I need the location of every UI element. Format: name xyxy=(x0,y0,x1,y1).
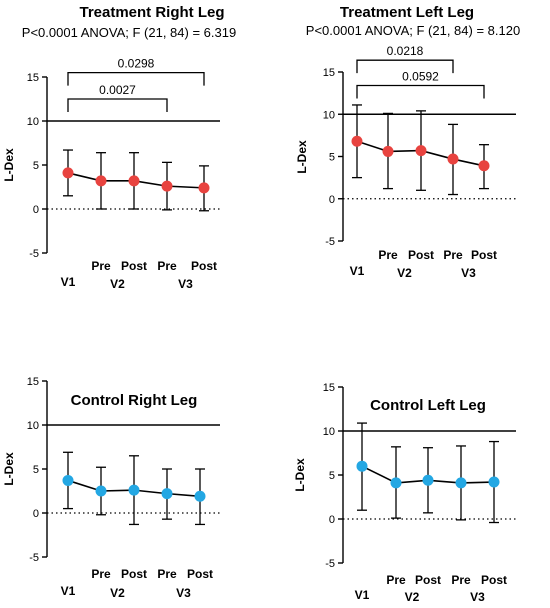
x-tick-label: Post xyxy=(408,248,434,262)
y-tick-label: -5 xyxy=(29,552,39,564)
y-tick-label: 15 xyxy=(27,72,39,84)
title: Treatment Right Leg xyxy=(79,4,224,21)
title: Control Right Leg xyxy=(71,392,198,409)
x-tick-label: Pre xyxy=(451,573,471,587)
x-tick-label: Post xyxy=(121,567,147,581)
significance-bracket xyxy=(356,84,485,99)
x-tick-label: Pre xyxy=(386,573,406,587)
p-value-label: 0.0218 xyxy=(387,44,424,58)
data-point xyxy=(95,485,107,497)
subtitle: P<0.0001 ANOVA; F (21, 84) = 6.319 xyxy=(22,25,236,40)
x-group-label: V2 xyxy=(405,590,420,604)
y-tick-label: 0 xyxy=(33,204,39,216)
y-tick-label: 5 xyxy=(33,464,39,476)
x-group-label: V1 xyxy=(61,584,76,598)
p-value-label: 0.0027 xyxy=(99,83,136,97)
y-tick-label: -5 xyxy=(325,236,335,248)
significance-bracket xyxy=(67,98,168,112)
x-tick-label: Post xyxy=(415,573,441,587)
y-tick-label: -5 xyxy=(325,558,335,570)
data-point xyxy=(415,145,427,157)
y-tick-label: 10 xyxy=(323,109,335,121)
x-tick-label: Pre xyxy=(91,259,111,273)
y-axis-label: L-Dex xyxy=(2,452,16,486)
data-point xyxy=(455,477,467,489)
p-value-label: 0.0592 xyxy=(402,70,439,84)
y-axis-label: L-Dex xyxy=(2,148,16,182)
y-tick-label: 10 xyxy=(27,116,39,128)
panel-control-left: Control Left Leg -5 0 5 10 15 L-Dex Pre Post Pre… xyxy=(293,382,516,604)
x-tick-label: Post xyxy=(481,573,507,587)
data-point xyxy=(194,490,206,502)
x-tick-label: Pre xyxy=(91,567,111,581)
x-group-label: V1 xyxy=(350,264,365,278)
x-group-label: V2 xyxy=(110,277,125,291)
y-tick-label: 15 xyxy=(323,67,335,79)
y-tick-label: 5 xyxy=(33,160,39,172)
data-point xyxy=(161,180,173,192)
x-group-label: V3 xyxy=(470,590,485,604)
x-group-label: V1 xyxy=(355,588,370,602)
y-tick-label: 15 xyxy=(323,382,335,394)
significance-bracket xyxy=(67,71,205,86)
data-point xyxy=(198,182,210,194)
data-point xyxy=(478,160,490,172)
data-point xyxy=(161,488,173,500)
title: Treatment Left Leg xyxy=(340,4,474,21)
x-tick-label: Pre xyxy=(378,248,398,262)
data-point xyxy=(128,484,140,496)
x-tick-label: Pre xyxy=(157,259,177,273)
x-tick-label: Post xyxy=(191,259,217,273)
y-tick-label: 15 xyxy=(27,376,39,388)
x-group-label: V3 xyxy=(176,586,191,600)
x-group-label: V2 xyxy=(397,266,412,280)
panel-control-right: Control Right Leg -5 0 5 10 15 L-Dex Pre Post Pr… xyxy=(2,376,220,600)
x-tick-label: Post xyxy=(471,248,497,262)
title: Control Left Leg xyxy=(370,397,486,414)
data-point xyxy=(356,460,368,472)
y-axis-label: L-Dex xyxy=(293,458,307,492)
y-tick-label: 0 xyxy=(33,508,39,520)
y-tick-label: 5 xyxy=(329,470,335,482)
x-tick-label: Post xyxy=(121,259,147,273)
data-point xyxy=(382,145,394,157)
y-tick-label: 10 xyxy=(323,426,335,438)
panel-treatment-right: Treatment Right Leg P<0.0001 ANOVA; F (2… xyxy=(2,4,236,291)
data-point xyxy=(62,474,74,486)
x-group-label: V2 xyxy=(110,586,125,600)
data-point xyxy=(351,135,363,147)
y-tick-label: 5 xyxy=(329,152,335,164)
y-tick-label: 10 xyxy=(27,420,39,432)
data-point xyxy=(390,477,402,489)
x-group-label: V3 xyxy=(178,277,193,291)
subtitle: P<0.0001 ANOVA; F (21, 84) = 8.120 xyxy=(306,23,520,38)
data-point xyxy=(62,167,74,179)
data-point xyxy=(447,153,459,165)
y-tick-label: 0 xyxy=(329,514,335,526)
x-tick-label: Pre xyxy=(157,567,177,581)
data-point xyxy=(95,175,107,187)
data-point xyxy=(488,476,500,488)
panel-treatment-left: Treatment Left Leg P<0.0001 ANOVA; F (21… xyxy=(295,4,520,280)
x-group-label: V3 xyxy=(461,266,476,280)
data-point xyxy=(128,175,140,187)
y-tick-label: 0 xyxy=(329,194,335,206)
y-tick-label: -5 xyxy=(29,248,39,260)
significance-bracket xyxy=(356,59,454,74)
data-point xyxy=(422,474,434,486)
x-tick-label: Pre xyxy=(443,248,463,262)
x-tick-label: Post xyxy=(187,567,213,581)
y-axis-label: L-Dex xyxy=(295,140,309,174)
p-value-label: 0.0298 xyxy=(118,57,155,71)
x-group-label: V1 xyxy=(61,275,76,289)
